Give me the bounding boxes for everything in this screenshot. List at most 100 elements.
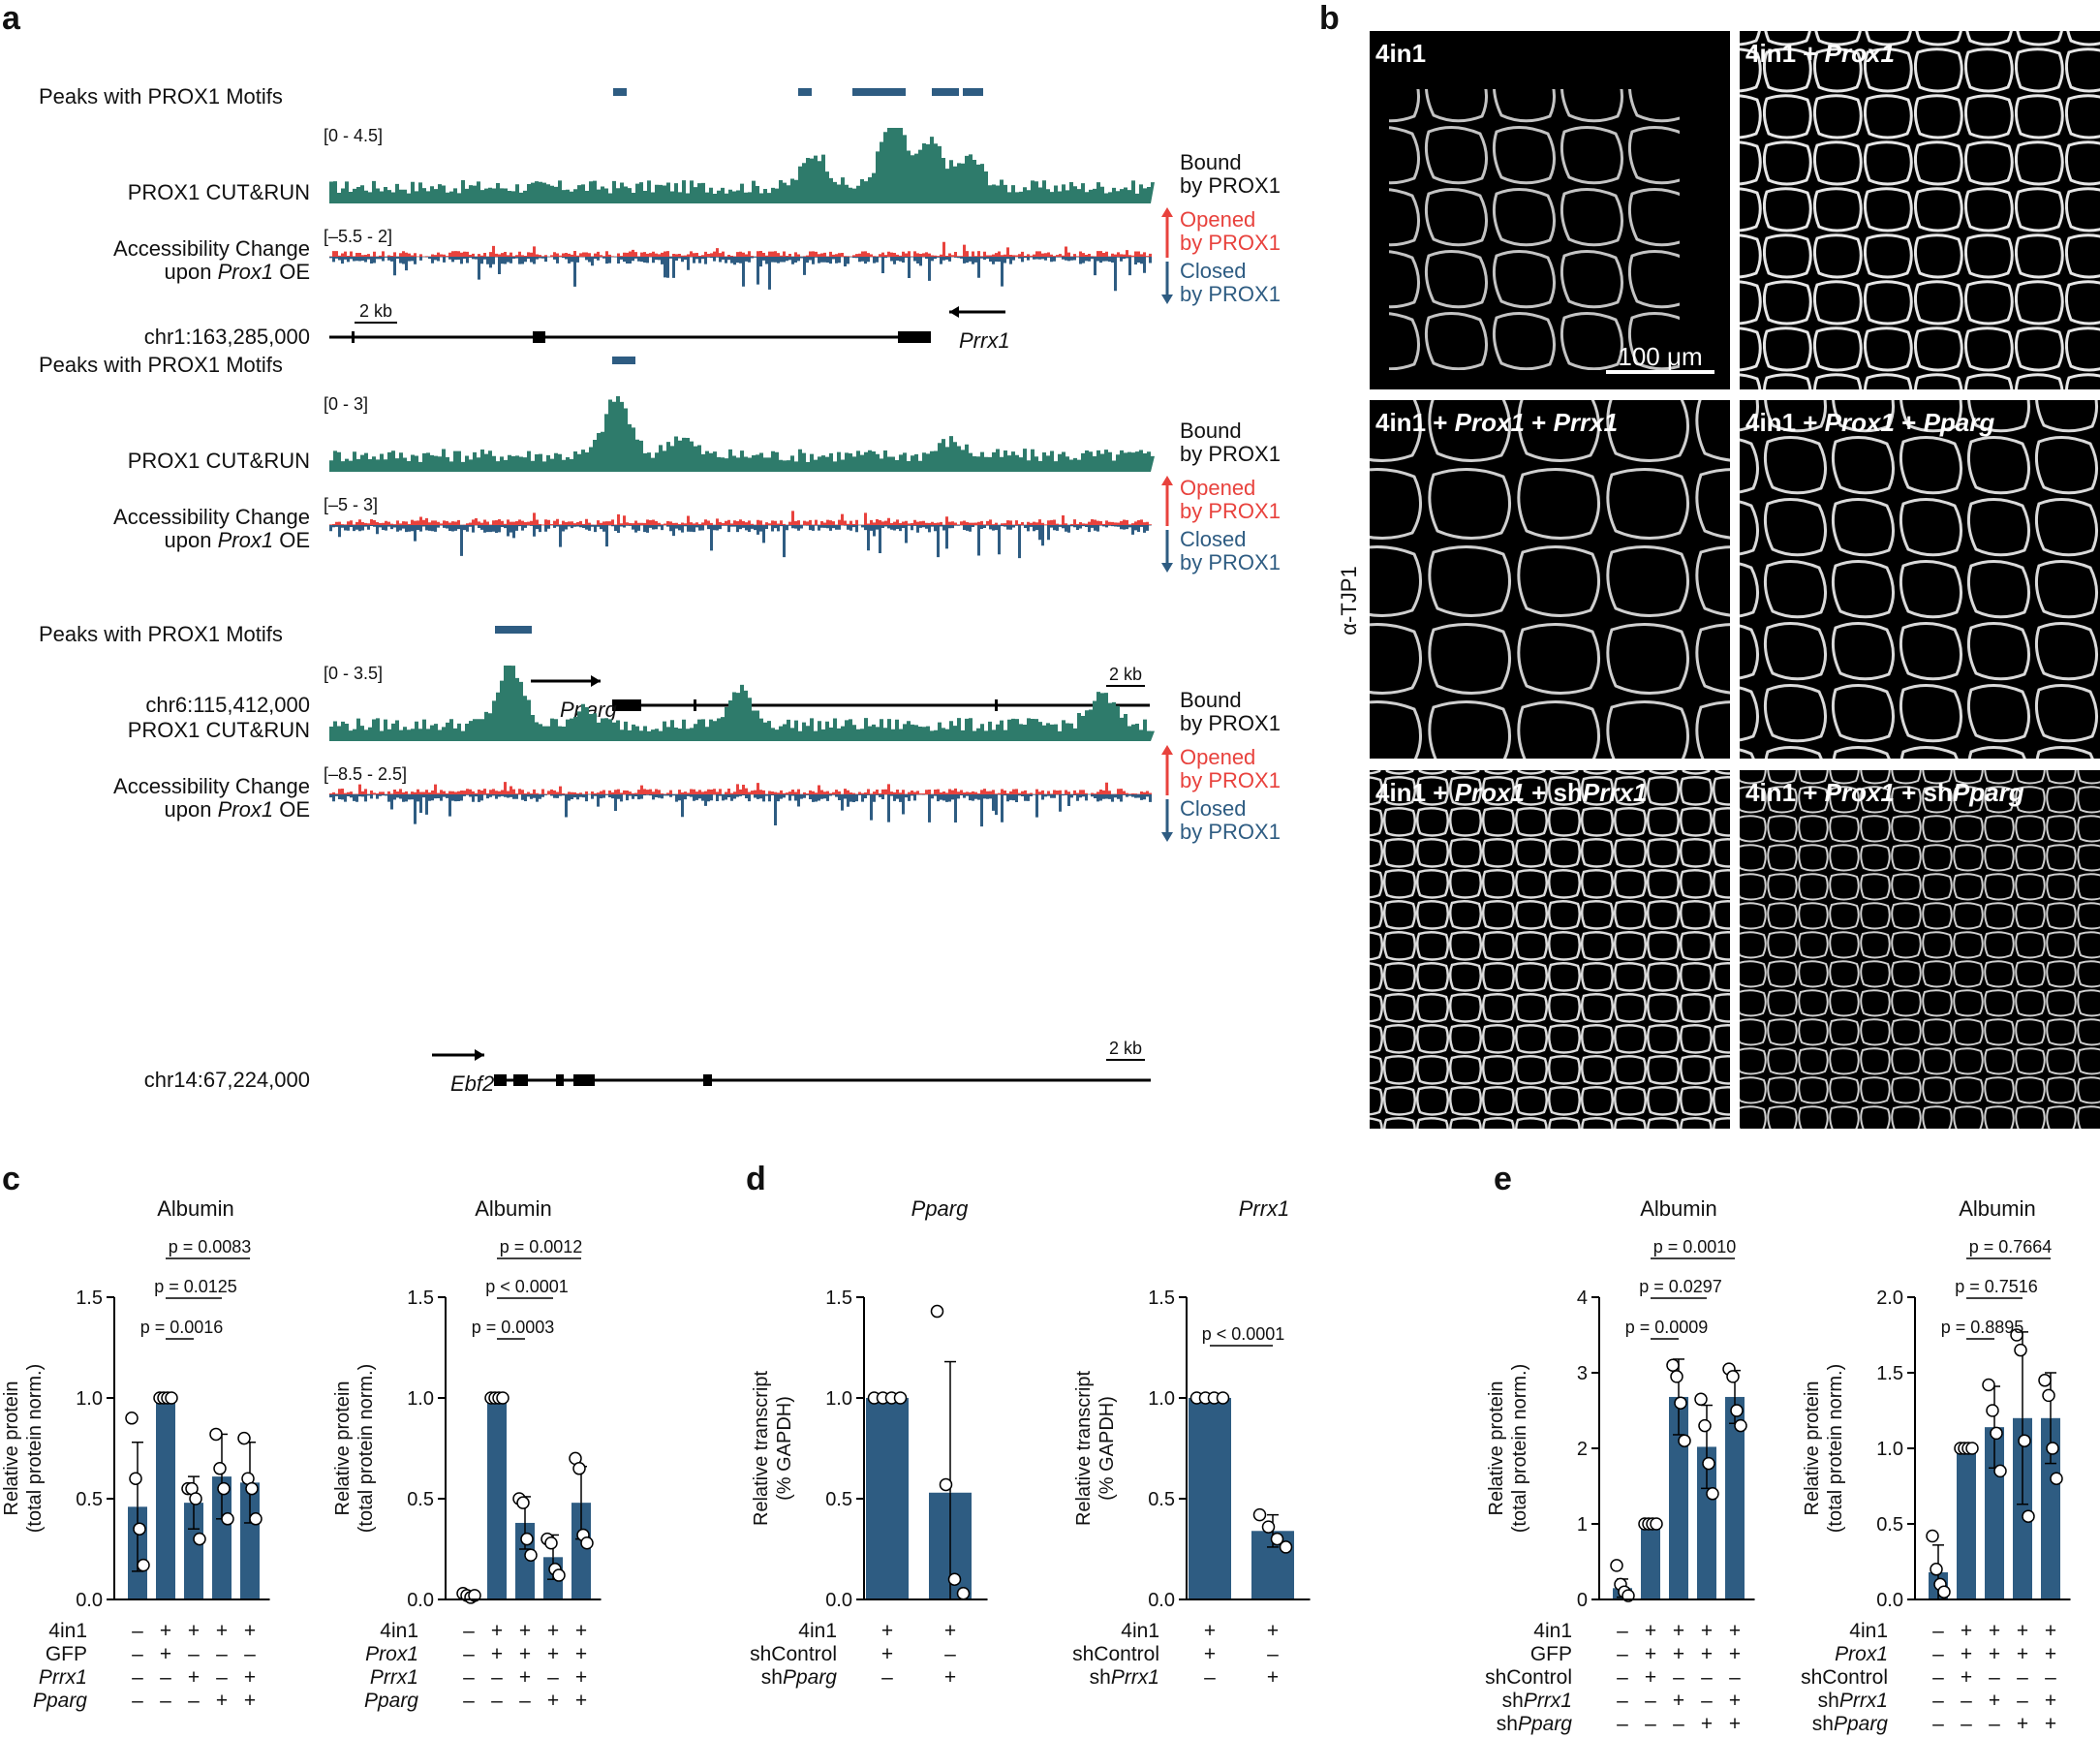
bar [571,1503,591,1599]
data-point [572,1462,586,1475]
gene-exon [352,331,355,343]
motif-peak [612,357,635,364]
condition-sign: + [2017,1620,2028,1642]
y-tick-label: 0.5 [825,1489,852,1510]
data-point [129,1472,142,1485]
panel-b-axis-label: α-TJP1 [1337,566,1361,635]
condition-sign: + [160,1620,171,1642]
condition-label: shPparg [1497,1713,1573,1735]
micrograph-5: 4in1 + Prox1 + shPrrx1 [1370,770,1730,1129]
closed-arrowhead [1161,295,1173,304]
y-axis-label: Relative protein (total protein norm.) [332,1364,377,1534]
gene-exon [533,331,545,343]
data-point [237,1431,251,1445]
data-point [524,1548,538,1562]
closed-signal [329,525,1152,559]
gene-exon [995,699,998,711]
closed-arrowhead [1161,832,1173,842]
bar [1641,1524,1660,1599]
motif-track-label: Peaks with PROX1 Motifs [39,622,283,646]
condition-label: Pparg [364,1690,418,1712]
data-point [580,1536,594,1550]
condition-label: 4in1 [48,1620,87,1642]
condition-sign: + [547,1690,559,1712]
data-point [1930,1563,1943,1576]
y-axis-label: Relative protein (total protein norm.) [1486,1364,1530,1534]
condition-label: shControl [1485,1666,1572,1689]
condition-sign: + [1729,1620,1741,1642]
condition-sign: + [1645,1620,1656,1642]
y-tick-label: 1.0 [1148,1388,1175,1410]
condition-sign: + [1729,1643,1741,1665]
cutrun-range: [0 - 4.5] [324,126,383,145]
bar-chart-1: Albumin 0.0 0.5 1.0 1.5 Relative protein (tota… [1,1196,270,1712]
condition-sign: – [1267,1643,1279,1665]
data-point [1261,1520,1276,1534]
data-point [1279,1540,1293,1554]
p-value-label: p = 0.7516 [1955,1277,2038,1296]
y-axis-label: Relative transcript (% GAPDH) [751,1371,795,1527]
chart-title: Prrx1 [1239,1196,1290,1221]
condition-sign: – [1701,1690,1713,1712]
data-point [2046,1442,2059,1455]
condition-sign: + [244,1690,256,1712]
genome-track-3: Peaks with PROX1 Motifs [0 - 3.5] PROX1 CU… [39,622,1281,1096]
opened-arrowhead [1161,476,1173,485]
condition-sign: – [547,1666,559,1689]
opened-signal [329,241,1152,257]
condition-sign: – [491,1666,503,1689]
p-value-label: p = 0.0009 [1625,1318,1709,1337]
condition-sign: – [1617,1620,1628,1642]
condition-sign: + [1673,1620,1684,1642]
condition-sign: – [244,1643,256,1665]
condition-sign: + [188,1666,200,1689]
condition-sign: + [575,1643,587,1665]
bar-chart-2: Albumin 0.0 0.5 1.0 1.5 Relative protein (tota… [332,1196,602,1712]
condition-sign: + [2017,1643,2028,1665]
chromosome-coordinate: chr1:163,285,000 [144,325,310,349]
panel-a-genome-tracks: Peaks with PROX1 Motifs [0 - 4.5] PROX1 CU… [39,84,1281,1096]
data-point [133,1522,146,1536]
y-tick-label: 0.0 [76,1590,103,1611]
y-tick-label: 3 [1577,1363,1588,1384]
condition-sign: + [2017,1713,2028,1735]
closed-signal [329,794,1152,827]
condition-label: shControl [1801,1666,1888,1689]
condition-sign: – [132,1690,143,1712]
strand-arrowhead [949,306,959,318]
data-point [249,1512,262,1526]
condition-sign: + [491,1620,503,1642]
opened-signal [329,511,1152,525]
bar-charts: Albumin 0.0 0.5 1.0 1.5 Relative protein (tota… [1,1196,2071,1735]
condition-label: Prrx1 [370,1666,418,1689]
bar [1669,1396,1688,1599]
y-tick-label: 2.0 [1876,1288,1903,1309]
scale-bar [1606,370,1714,374]
y-tick-label: 1.5 [1876,1363,1903,1384]
condition-label: Prox1 [1835,1643,1888,1665]
motif-track-label: Peaks with PROX1 Motifs [39,353,283,377]
y-tick-label: 1.5 [76,1288,103,1309]
data-point [1986,1404,1999,1417]
condition-label: shControl [750,1643,837,1665]
data-point [221,1512,234,1526]
p-value-label: p = 0.0010 [1653,1237,1737,1257]
cutrun-signal [329,396,1155,472]
condition-sign: – [1932,1643,1944,1665]
condition-sign: + [547,1620,559,1642]
condition-sign: + [1701,1620,1713,1642]
p-value-label: p < 0.0001 [485,1277,569,1296]
accessibility-range: [–5 - 3] [324,495,378,514]
data-point [2018,1434,2031,1447]
data-point [125,1412,139,1425]
data-point [2014,1343,2027,1357]
opened-label-line2: by PROX1 [1180,231,1281,255]
bar [184,1503,203,1599]
condition-label: GFP [46,1643,87,1665]
data-point [893,1391,908,1405]
condition-sign: – [132,1620,143,1642]
micrograph-6: 4in1 + Prox1 + shPparg [1740,770,2100,1129]
cutrun-signal [329,128,1155,203]
condition-sign: + [1204,1643,1216,1665]
data-point [1702,1456,1715,1471]
